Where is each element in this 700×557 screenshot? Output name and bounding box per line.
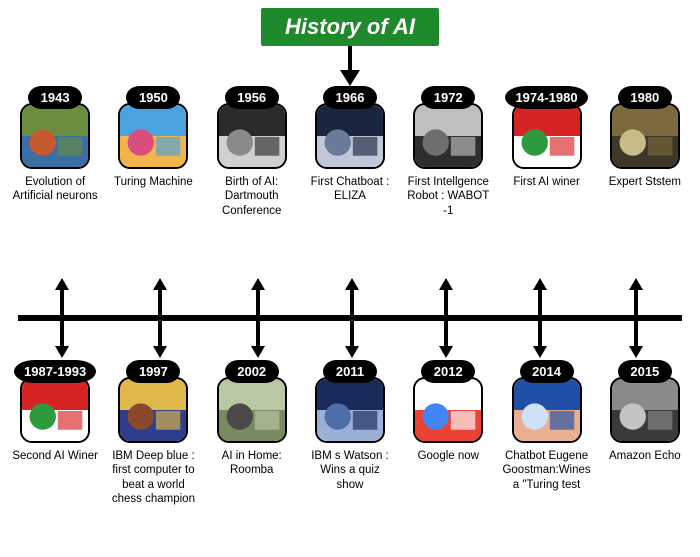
- node-card: [20, 377, 90, 443]
- timeline-node: 2012 Google now: [402, 360, 494, 507]
- timeline-node: 2011 IBM s Watson : Wins a quiz show: [304, 360, 396, 507]
- year-pill: 1966: [323, 86, 377, 109]
- node-card: [413, 377, 483, 443]
- node-caption: Evolution of Artificial neurons: [9, 175, 101, 204]
- node-card: [610, 377, 680, 443]
- timeline-node: 1950 Turing Machine: [107, 86, 199, 218]
- timeline-node: 1980 Expert Ststem: [599, 86, 691, 218]
- timeline-node: 1943 Evolution of Artificial neurons: [9, 86, 101, 218]
- node-caption: AI in Home: Roomba: [206, 449, 298, 478]
- timeline-node: 1956 Birth of AI: Dartmouth Conference: [206, 86, 298, 218]
- node-card: [512, 377, 582, 443]
- year-pill: 2002: [225, 360, 279, 383]
- node-card: [217, 103, 287, 169]
- year-pill: 2012: [421, 360, 475, 383]
- timeline-node: 1987-1993 Second AI Winer: [9, 360, 101, 507]
- year-pill: 1980: [618, 86, 672, 109]
- node-card: [315, 377, 385, 443]
- title-text: History of AI: [285, 14, 415, 39]
- title-arrow-icon: [336, 46, 364, 86]
- timeline-node: 2014 Chatbot Eugene Goostman:Wines a "Tu…: [501, 360, 593, 507]
- year-pill: 2014: [520, 360, 574, 383]
- timeline-node: 1974-1980 First AI winer: [501, 86, 593, 218]
- node-card: [217, 377, 287, 443]
- year-pill: 1950: [126, 86, 180, 109]
- node-caption: First Intellgence Robot : WABOT -1: [402, 175, 494, 218]
- year-pill: 1972: [421, 86, 475, 109]
- node-caption: IBM s Watson : Wins a quiz show: [304, 449, 396, 492]
- node-caption: Expert Ststem: [607, 175, 683, 189]
- node-caption: IBM Deep blue : first computer to beat a…: [107, 449, 199, 507]
- year-pill: 1956: [225, 86, 279, 109]
- node-caption: First Chatboat : ELIZA: [304, 175, 396, 204]
- node-caption: First AI winer: [511, 175, 581, 189]
- year-pill: 2011: [323, 360, 377, 383]
- node-caption: Google now: [416, 449, 481, 463]
- year-pill: 1997: [126, 360, 180, 383]
- year-pill: 2015: [618, 360, 672, 383]
- year-pill: 1974-1980: [505, 86, 587, 109]
- year-pill: 1943: [28, 86, 82, 109]
- node-card: [118, 377, 188, 443]
- node-caption: Birth of AI: Dartmouth Conference: [206, 175, 298, 218]
- title-banner: History of AI: [261, 8, 439, 46]
- timeline-node: 1966 First Chatboat : ELIZA: [304, 86, 396, 218]
- node-card: [118, 103, 188, 169]
- node-card: [20, 103, 90, 169]
- node-caption: Amazon Echo: [607, 449, 683, 463]
- timeline-node: 1997 IBM Deep blue : first computer to b…: [107, 360, 199, 507]
- node-caption: Second AI Winer: [10, 449, 100, 463]
- timeline-row-top: 1943 Evolution of Artificial neurons 195…: [0, 86, 700, 218]
- timeline-node: 1972 First Intellgence Robot : WABOT -1: [402, 86, 494, 218]
- year-pill: 1987-1993: [14, 360, 96, 383]
- node-card: [610, 103, 680, 169]
- timeline-row-bottom: 1987-1993 Second AI Winer 1997 IBM Deep …: [0, 360, 700, 507]
- node-card: [315, 103, 385, 169]
- node-card: [413, 103, 483, 169]
- timeline-node: 2002 AI in Home: Roomba: [206, 360, 298, 507]
- node-caption: Chatbot Eugene Goostman:Wines a "Turing …: [500, 449, 592, 492]
- timeline-node: 2015 Amazon Echo: [599, 360, 691, 507]
- node-card: [512, 103, 582, 169]
- node-caption: Turing Machine: [112, 175, 195, 189]
- timeline-bar: [18, 315, 682, 321]
